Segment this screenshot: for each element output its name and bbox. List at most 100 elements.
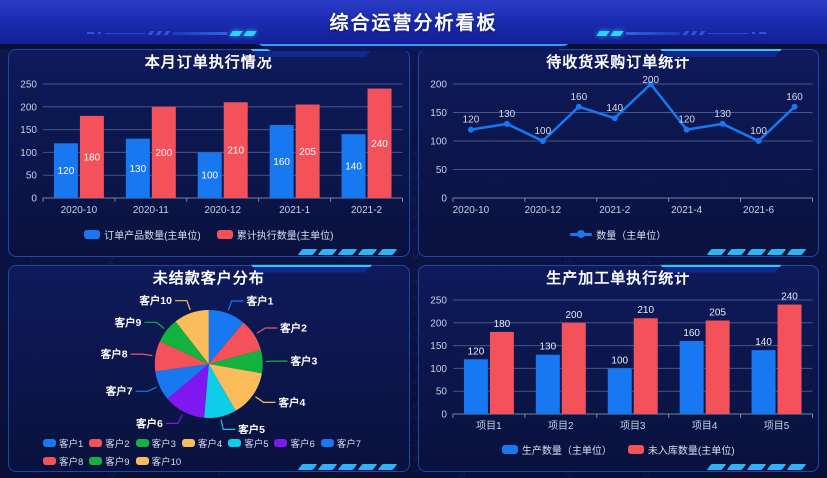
svg-text:100: 100 — [611, 355, 628, 366]
svg-text:50: 50 — [435, 165, 447, 176]
legend-item-客户3[interactable]: 客户3 — [135, 436, 176, 450]
svg-text:130: 130 — [130, 164, 147, 175]
svg-text:2021-1: 2021-1 — [279, 205, 311, 216]
pie-label-line — [255, 395, 276, 403]
header-center-tab — [258, 44, 569, 51]
svg-text:项目5: 项目5 — [763, 419, 789, 431]
legend-label: 客户3 — [151, 438, 176, 450]
svg-text:客户2: 客户2 — [279, 321, 307, 334]
legend-label: 客户10 — [151, 456, 182, 468]
panel-production: 生产加工单执行统计 0 50 100 150 200 250 项目1 项目2 项目3 项目4 项目5… — [417, 264, 819, 472]
legend-item-数量（主单位）[interactable]: 数量（主单位） — [570, 227, 666, 242]
bar-累计执行数量(主单位) — [223, 102, 248, 198]
legend-label: 累计执行数量(主单位) — [236, 230, 334, 242]
pie-slice-客户3 — [208, 349, 263, 373]
svg-text:200: 200 — [642, 75, 659, 86]
panel-customers: 未结款客户分布 客户1 客户2 客户3 客户4 客户5 客户6 客户7 客户8 客户9 客户10 … — [8, 264, 410, 472]
pie-label-line — [256, 326, 278, 334]
svg-text:250: 250 — [430, 295, 447, 306]
line-point — [719, 120, 726, 127]
legend-item-客户6[interactable]: 客户6 — [274, 436, 315, 450]
svg-text:250: 250 — [20, 79, 37, 90]
pie-slice-客户1 — [208, 309, 244, 364]
legend-item-客户1[interactable]: 客户1 — [43, 436, 83, 450]
legend-swatch — [274, 438, 288, 447]
line-point — [755, 138, 762, 144]
legend-item-客户8[interactable]: 客户8 — [43, 454, 83, 468]
customers-legend: 客户1 客户2 客户3 客户4 客户5 客户6 客户7 客户8 客户9 客户10 — [9, 434, 409, 472]
legend-item-生产数量（主单位）[interactable]: 生产数量（主单位） — [501, 442, 612, 457]
svg-text:2020-12: 2020-12 — [204, 205, 241, 216]
legend-item-订单产品数量(主单位)[interactable]: 订单产品数量(主单位) — [84, 227, 201, 242]
svg-text:205: 205 — [709, 307, 726, 318]
svg-text:50: 50 — [435, 386, 447, 397]
legend-label: 客户2 — [105, 438, 130, 450]
svg-text:120: 120 — [678, 115, 695, 126]
legend-item-客户7[interactable]: 客户7 — [320, 436, 361, 450]
legend-swatch — [320, 438, 334, 447]
svg-text:130: 130 — [498, 109, 515, 120]
svg-text:2020-10: 2020-10 — [452, 205, 489, 216]
svg-text:140: 140 — [755, 337, 772, 348]
watermark-text: SUPERVISIONSYSTEMSUPERVISIONSYSTEM — [488, 50, 499, 478]
legend-item-累计执行数量(主单位)[interactable]: 累计执行数量(主单位) — [216, 227, 334, 242]
legend-swatch — [89, 456, 103, 465]
svg-text:项目1: 项目1 — [476, 419, 502, 431]
line-point — [611, 115, 618, 122]
header-bar: 综合运营分析看板 — [0, 0, 827, 44]
panel-title-purchase-orders: 待收货采购订单统计 — [546, 54, 691, 71]
pie-label-line — [135, 386, 157, 392]
svg-text:180: 180 — [84, 152, 101, 163]
svg-text:100: 100 — [20, 148, 37, 159]
svg-text:客户10: 客户10 — [138, 294, 172, 307]
svg-text:160: 160 — [273, 157, 290, 168]
bar-订单产品数量(主单位) — [197, 152, 222, 198]
svg-text:200: 200 — [430, 79, 447, 90]
legend-line-marker — [570, 229, 593, 239]
panel-title-order-execution: 本月订单执行情况 — [144, 54, 273, 71]
svg-text:130: 130 — [539, 341, 556, 352]
legend-swatch — [228, 438, 242, 447]
legend-label: 数量（主单位） — [596, 230, 667, 242]
svg-text:客户4: 客户4 — [278, 395, 306, 408]
bar-未入库数量(主单位) — [777, 304, 802, 414]
pie-slice-客户8 — [154, 340, 209, 371]
legend-item-客户10[interactable]: 客户10 — [135, 454, 182, 468]
pie-label-line — [174, 299, 191, 310]
svg-text:客户6: 客户6 — [135, 416, 163, 429]
svg-text:2021-4: 2021-4 — [671, 205, 703, 216]
bar-累计执行数量(主单位) — [295, 104, 320, 198]
order-execution-legend: 订单产品数量(主单位) 累计执行数量(主单位) — [9, 224, 409, 244]
production-bar-chart: 0 50 100 150 200 250 项目1 项目2 项目3 项目4 项目5 120 130 100 1… — [430, 291, 813, 432]
legend-item-客户2[interactable]: 客户2 — [89, 436, 130, 450]
legend-swatch — [89, 438, 103, 447]
legend-swatch — [627, 445, 644, 454]
svg-text:150: 150 — [430, 108, 447, 119]
panel-order-execution: 本月订单执行情况 0 50 100 150 200 250 2020-10 2020-11 20… — [8, 49, 410, 257]
bar-累计执行数量(主单位) — [151, 106, 176, 198]
pie-slice-客户7 — [155, 363, 209, 399]
legend-swatch — [84, 229, 101, 239]
line-point — [683, 126, 690, 133]
panel-corner-dashes — [297, 248, 397, 255]
bar-未入库数量(主单位) — [633, 317, 658, 414]
svg-text:0: 0 — [31, 193, 37, 204]
svg-text:0: 0 — [441, 409, 447, 420]
bar-累计执行数量(主单位) — [79, 115, 104, 198]
svg-text:客户1: 客户1 — [246, 294, 274, 307]
bar-生产数量（主单位） — [463, 358, 488, 414]
svg-text:130: 130 — [714, 109, 731, 120]
legend-item-客户9[interactable]: 客户9 — [89, 454, 130, 468]
svg-text:240: 240 — [781, 291, 798, 302]
pie-slice-客户9 — [159, 320, 209, 364]
header-underline-strip — [0, 44, 827, 51]
panel-corner-tab — [250, 264, 373, 273]
legend-item-未入库数量(主单位)[interactable]: 未入库数量(主单位) — [627, 442, 735, 457]
svg-text:客户7: 客户7 — [105, 384, 133, 397]
legend-item-客户4[interactable]: 客户4 — [181, 436, 222, 450]
svg-text:120: 120 — [462, 115, 479, 126]
svg-text:240: 240 — [371, 139, 388, 150]
svg-text:160: 160 — [570, 92, 587, 103]
legend-item-客户5[interactable]: 客户5 — [228, 436, 268, 450]
